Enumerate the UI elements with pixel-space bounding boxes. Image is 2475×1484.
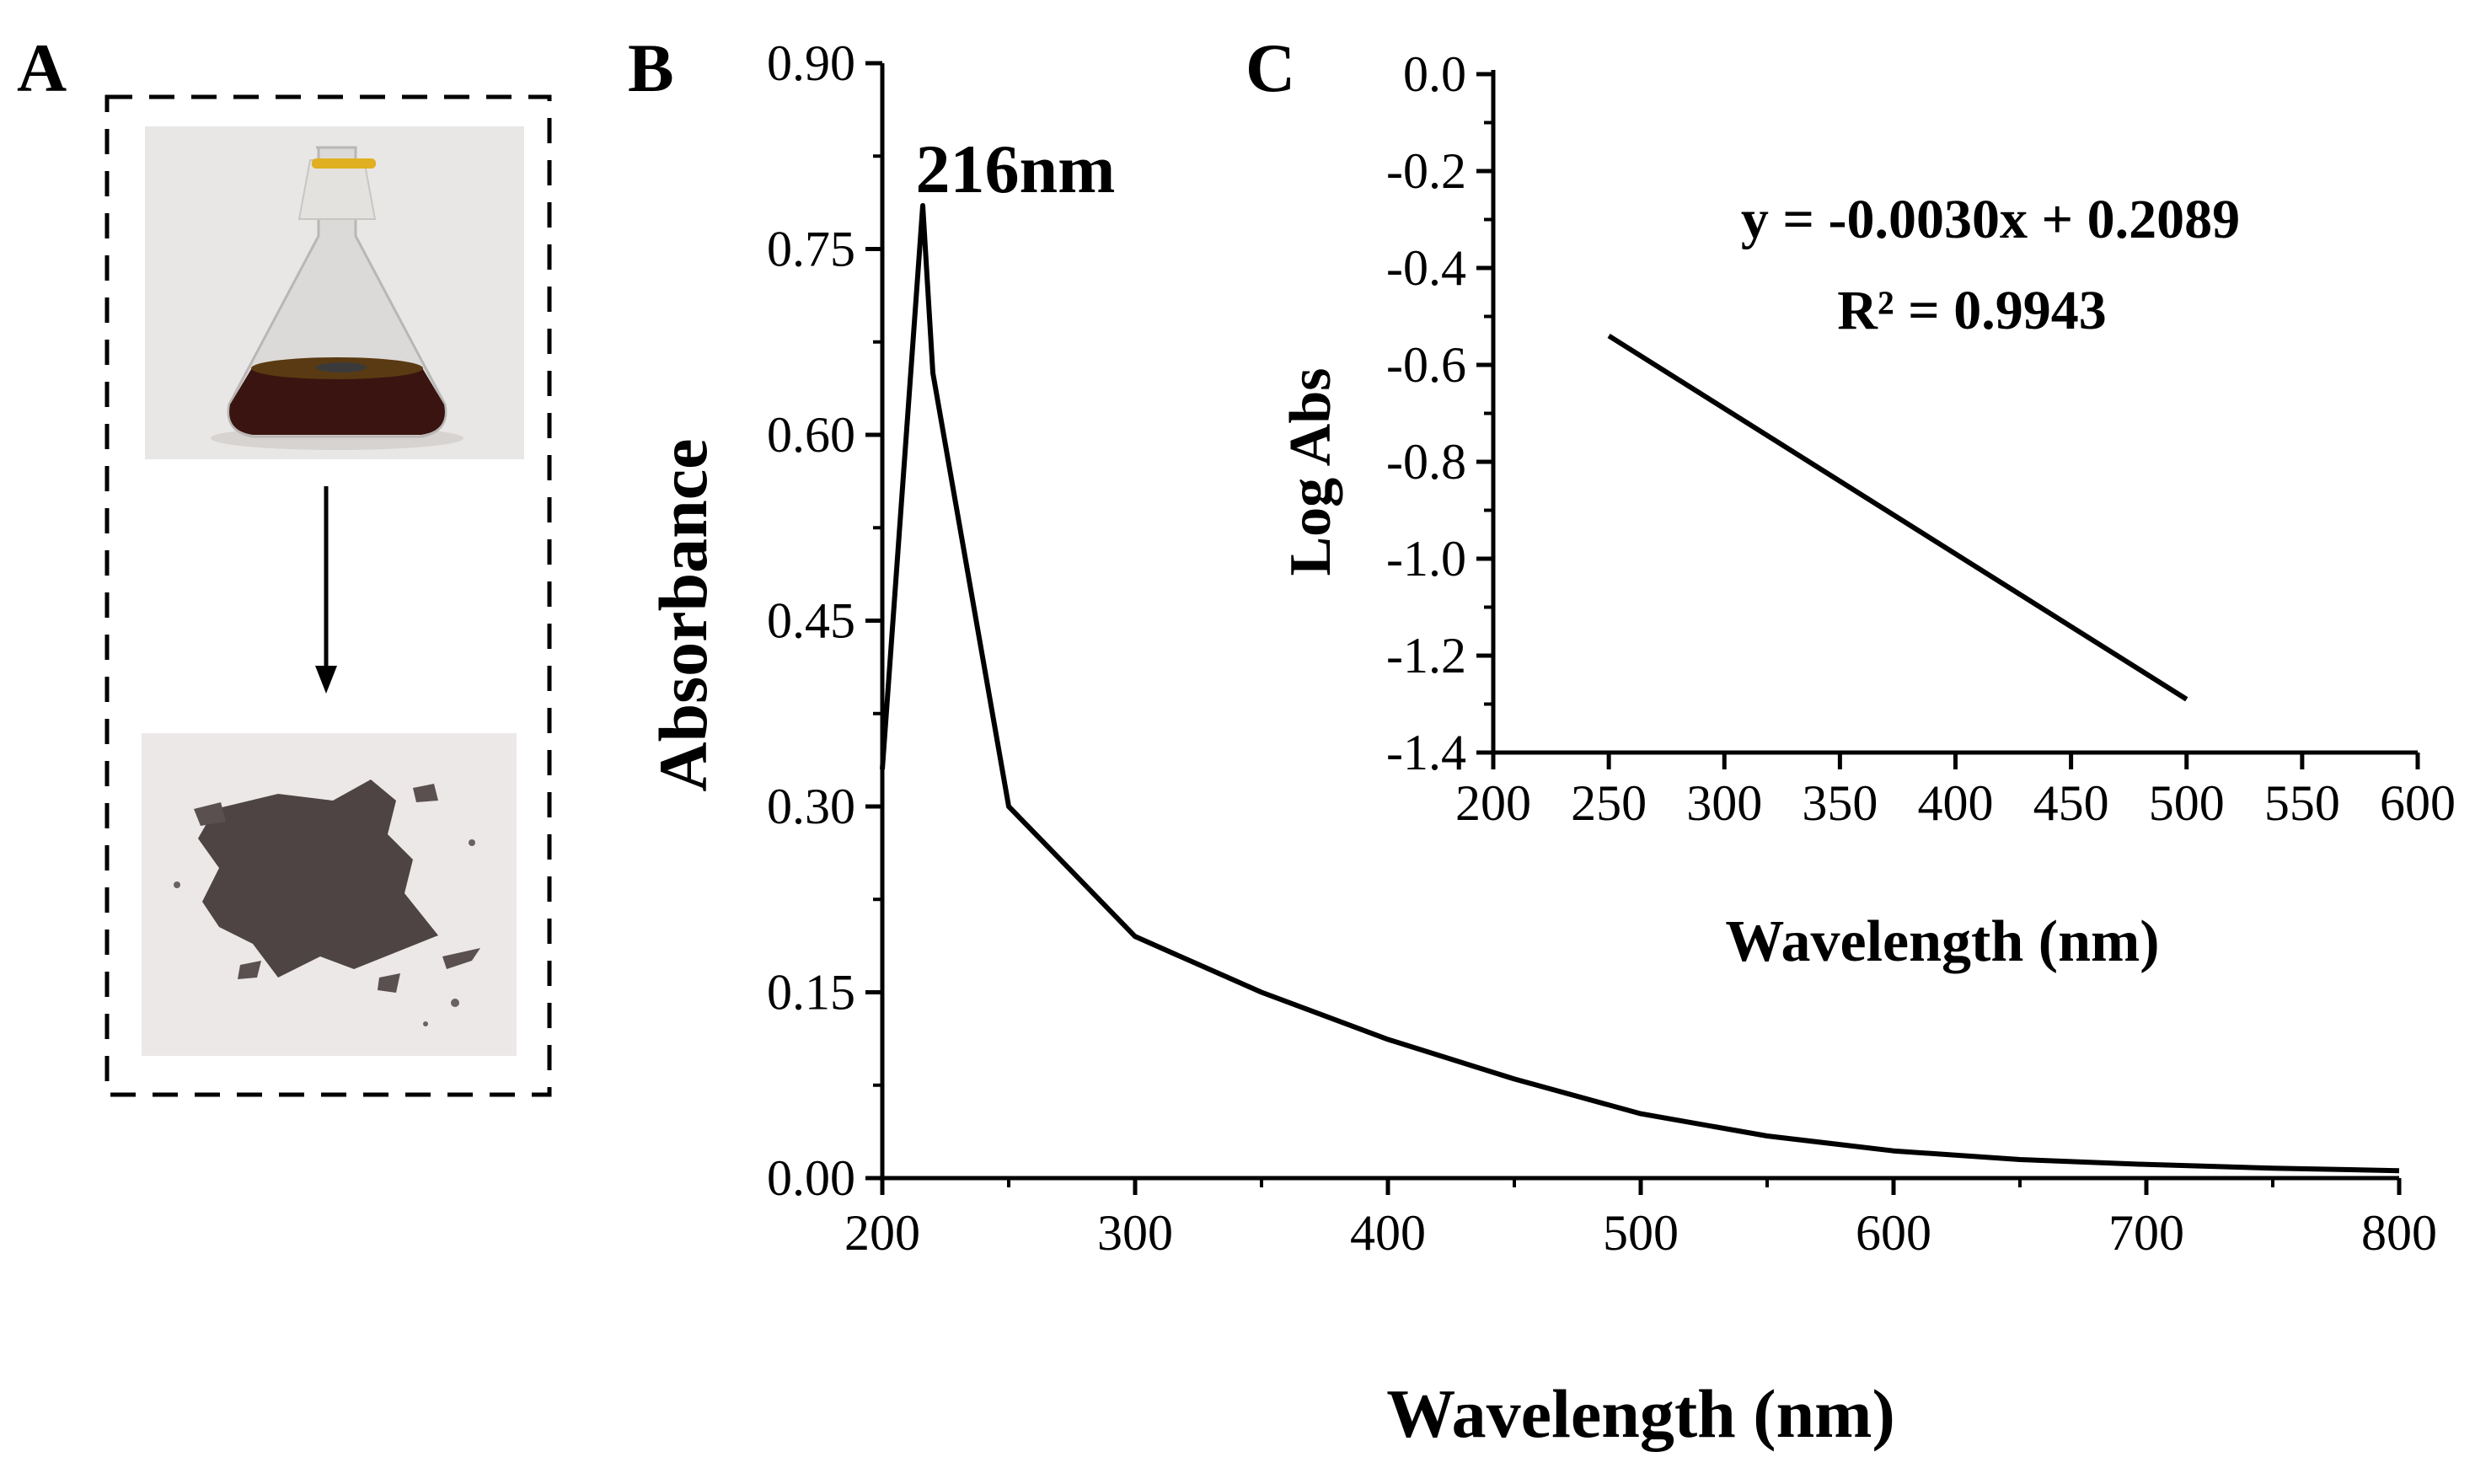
chart-c-fit-line	[1607, 333, 2188, 702]
chart-c-x-tick-label: 450	[2033, 775, 2109, 831]
chart-c-y-tick-label: -1.2	[1386, 628, 1466, 683]
chart-c-y-tick-label: -0.4	[1386, 240, 1466, 296]
chart-b-x-tick-label: 500	[1603, 1205, 1679, 1261]
chart-b-y-tick-label: 0.60	[767, 407, 855, 463]
chart-c-equation: y = -0.0030x + 0.2089	[1741, 189, 2240, 250]
flask-liquid	[229, 367, 445, 435]
panel-b-letter: B	[628, 29, 674, 106]
chart-b-y-tick-label: 0.15	[767, 965, 855, 1021]
chart-c-x-tick-label: 400	[1918, 775, 1994, 831]
chart-c-y-ticks: 0.0 -0.2 -0.4 -0.6 -0.8 -1.0 -1.2 -1.4	[1386, 46, 1493, 780]
chart-c-x-tick-label: 350	[1802, 775, 1878, 831]
powder-speck-2	[174, 881, 180, 888]
powder-pile	[198, 780, 438, 978]
panel-a-letter: A	[17, 29, 67, 106]
chart-b-x-tick-label: 700	[2108, 1205, 2184, 1261]
chart-b-x-tick-label: 200	[844, 1205, 920, 1261]
chart-c-y-tick-label: -1.0	[1386, 531, 1466, 587]
powder-flake-5	[378, 973, 400, 993]
flask-foam	[316, 362, 367, 372]
chart-c-x-tick-label: 500	[2149, 775, 2225, 831]
powder-speck-3	[469, 839, 475, 846]
panel-c: C 0.0 -0.2 -0.4 -0.6 -0.8 -1.0 -1.2 -1.4 200 250…	[1246, 29, 2456, 974]
chart-c-r-squared: R² = 0.9943	[1837, 280, 2107, 341]
chart-b-y-tick-label: 0.75	[767, 222, 855, 277]
chart-b-x-tick-label: 400	[1350, 1205, 1426, 1261]
flask-cloth-cover	[297, 159, 377, 220]
panel-a: A	[17, 29, 552, 1097]
panel-c-letter: C	[1246, 29, 1295, 106]
chart-c-y-tick-label: -0.2	[1386, 143, 1466, 199]
powder-flake-2	[413, 784, 438, 802]
flask-photo	[145, 126, 524, 459]
chart-b-y-tick-label: 0.00	[767, 1150, 855, 1206]
chart-c-x-tick-label: 250	[1571, 775, 1647, 831]
chart-b-y-ticks: 0.00 0.15 0.30 0.45 0.60 0.75 0.90	[767, 35, 882, 1206]
chart-c-x-ticks: 200 250 300 350 400 450 500 550 600	[1455, 753, 2456, 831]
panel-b: B 0.00 0.15 0.30 0.45 0.60 0.75 0.90 200 300 400…	[628, 29, 2437, 1452]
powder-flake-1	[194, 802, 226, 826]
process-arrow-head	[315, 666, 337, 694]
panel-a-dashed-frame	[104, 94, 552, 1097]
chart-c-y-tick-label: 0.0	[1403, 46, 1466, 102]
powder-speck-1	[451, 999, 459, 1007]
chart-c-y-title: Log Abs	[1278, 367, 1343, 576]
chart-b-series-line	[880, 203, 2400, 1174]
powder-speck-4	[423, 1021, 428, 1026]
chart-c-y-tick-label: -1.4	[1386, 725, 1466, 780]
chart-c-x-title: Wavelength (nm)	[1725, 909, 2159, 974]
chart-c-x-tick-label: 200	[1455, 775, 1531, 831]
chart-c-y-tick-label: -0.6	[1386, 337, 1466, 393]
chart-c-x-tick-label: 600	[2380, 775, 2456, 831]
chart-b-y-tick-label: 0.90	[767, 35, 855, 91]
chart-c-x-tick-label: 550	[2264, 775, 2340, 831]
chart-b-peak-label: 216nm	[916, 131, 1116, 207]
chart-c-y-tick-label: -0.8	[1386, 434, 1466, 490]
powder-photo	[142, 733, 517, 1056]
chart-b-y-title: Absorbance	[645, 438, 721, 791]
flask-yellow-band	[312, 158, 376, 169]
chart-b-y-tick-label: 0.45	[767, 593, 855, 649]
chart-b-y-tick-label: 0.30	[767, 779, 855, 834]
powder-flake-3	[442, 948, 480, 969]
chart-b-x-tick-label: 300	[1097, 1205, 1173, 1261]
chart-b-x-ticks: 200 300 400 500 600 700 800	[844, 1178, 2437, 1261]
chart-c-x-tick-label: 300	[1686, 775, 1762, 831]
chart-b-x-tick-label: 800	[2361, 1205, 2437, 1261]
chart-b-x-tick-label: 600	[1856, 1205, 1931, 1261]
chart-b-x-title: Wavelength (nm)	[1386, 1375, 1895, 1452]
powder-flake-4	[238, 961, 261, 979]
